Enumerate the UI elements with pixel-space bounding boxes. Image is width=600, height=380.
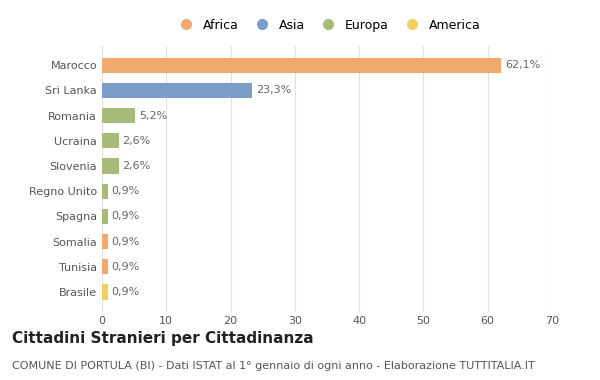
Bar bbox=[102, 209, 108, 224]
Text: Cittadini Stranieri per Cittadinanza: Cittadini Stranieri per Cittadinanza bbox=[12, 331, 314, 345]
Bar bbox=[102, 184, 108, 199]
Text: 2,6%: 2,6% bbox=[122, 136, 151, 146]
Text: COMUNE DI PORTULA (BI) - Dati ISTAT al 1° gennaio di ogni anno - Elaborazione TU: COMUNE DI PORTULA (BI) - Dati ISTAT al 1… bbox=[12, 361, 535, 371]
Bar bbox=[102, 58, 501, 73]
Bar bbox=[102, 158, 119, 174]
Text: 62,1%: 62,1% bbox=[505, 60, 541, 70]
Text: 0,9%: 0,9% bbox=[112, 211, 140, 222]
Legend: Africa, Asia, Europa, America: Africa, Asia, Europa, America bbox=[170, 16, 484, 34]
Text: 5,2%: 5,2% bbox=[139, 111, 167, 120]
Bar bbox=[102, 83, 252, 98]
Bar bbox=[102, 133, 119, 148]
Text: 0,9%: 0,9% bbox=[112, 262, 140, 272]
Text: 0,9%: 0,9% bbox=[112, 186, 140, 196]
Bar bbox=[102, 284, 108, 299]
Text: 2,6%: 2,6% bbox=[122, 161, 151, 171]
Bar bbox=[102, 259, 108, 274]
Bar bbox=[102, 108, 136, 123]
Text: 0,9%: 0,9% bbox=[112, 287, 140, 297]
Bar bbox=[102, 234, 108, 249]
Text: 23,3%: 23,3% bbox=[256, 86, 291, 95]
Text: 0,9%: 0,9% bbox=[112, 237, 140, 247]
